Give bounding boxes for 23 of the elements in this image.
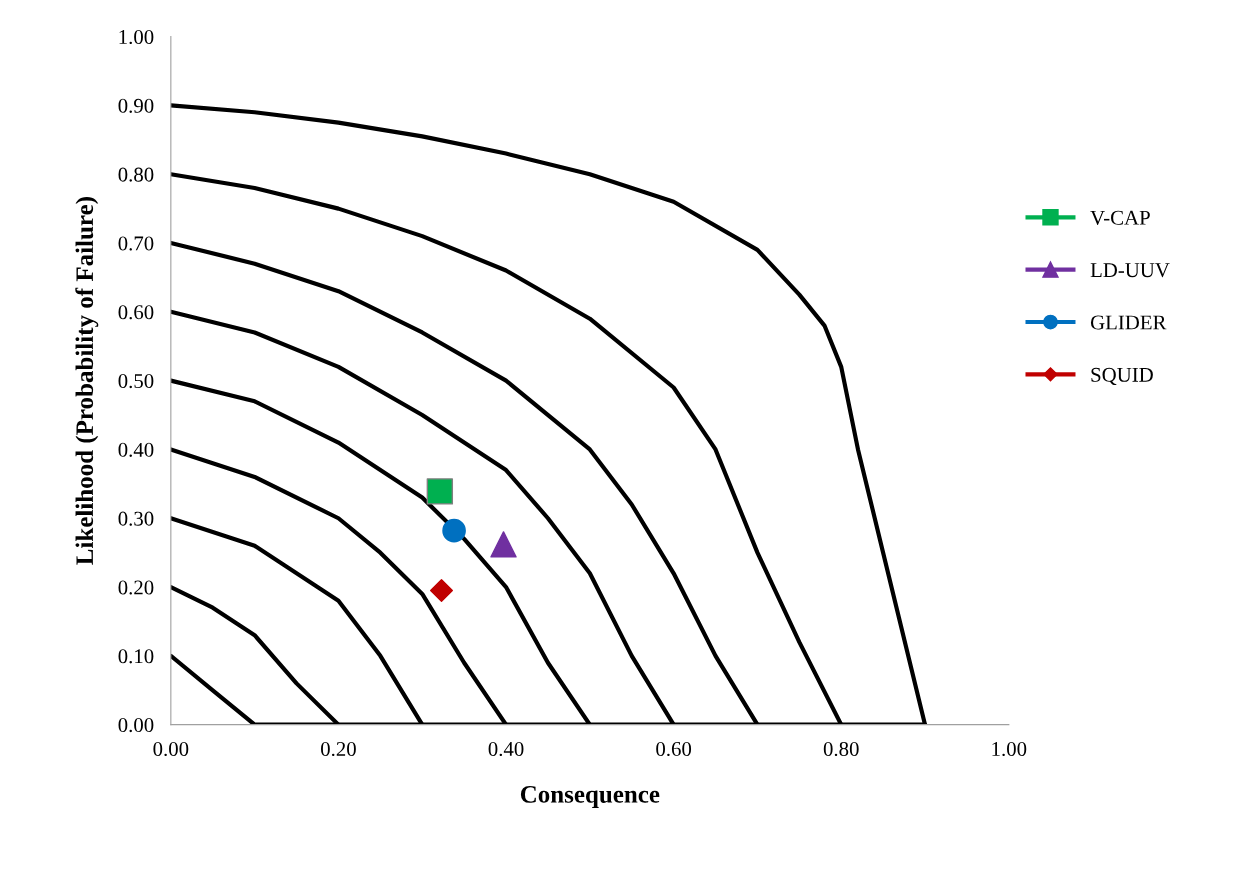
y-tick-label: 0.80 xyxy=(118,167,154,182)
y-axis-title: Likelihood (Probability of Failure) xyxy=(75,197,99,565)
y-tick-label: 0.70 xyxy=(118,236,154,251)
y-tick-label: 0.50 xyxy=(118,374,154,389)
x-axis-title: Consequence xyxy=(520,786,660,808)
x-tick-label: 1.00 xyxy=(992,741,1027,757)
legend-label: V-CAP xyxy=(1090,210,1150,225)
y-tick-label: 1.00 xyxy=(119,29,154,45)
x-tick-label: 0.40 xyxy=(488,741,524,757)
y-tick-label: 0.20 xyxy=(118,580,154,595)
y-tick-label: 0.90 xyxy=(118,98,154,113)
x-tick-label: 0.00 xyxy=(153,741,189,757)
x-tick-label: 0.80 xyxy=(823,741,859,757)
y-tick-label: 0.40 xyxy=(118,442,154,457)
y-tick-label: 0.10 xyxy=(118,649,154,664)
legend-label: SQUID xyxy=(1091,367,1153,386)
legend-label: LD-UUV xyxy=(1090,263,1170,278)
y-tick-label: 0.30 xyxy=(118,511,154,526)
y-tick-label: 0.00 xyxy=(118,718,154,733)
x-tick-label: 0.60 xyxy=(656,741,692,757)
y-tick-label: 0.60 xyxy=(118,305,154,320)
x-tick-label: 0.20 xyxy=(321,741,356,757)
legend-label: GLIDER xyxy=(1090,315,1167,330)
